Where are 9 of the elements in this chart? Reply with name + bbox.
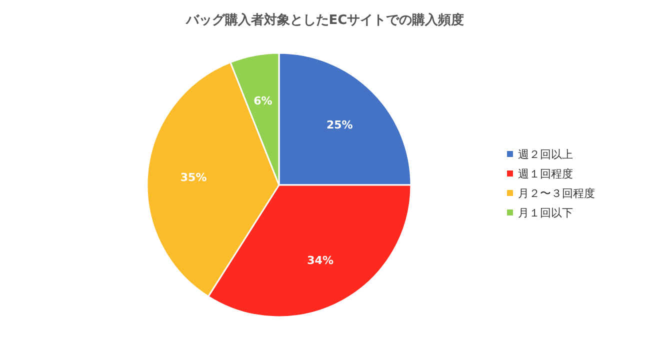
legend-label: 月１回以下 (518, 206, 573, 220)
legend-label: 週１回程度 (518, 168, 573, 180)
data-label: 34% (307, 254, 334, 268)
data-label: 25% (326, 118, 353, 132)
legend-label: 月２〜３回程度 (518, 187, 595, 200)
data-label: 35% (180, 170, 207, 184)
chart-title: バッグ購入者対象としたECサイトでの購入頻度 (184, 12, 464, 28)
legend-label: 週２回以上 (518, 148, 573, 161)
data-label: 6% (254, 94, 272, 108)
